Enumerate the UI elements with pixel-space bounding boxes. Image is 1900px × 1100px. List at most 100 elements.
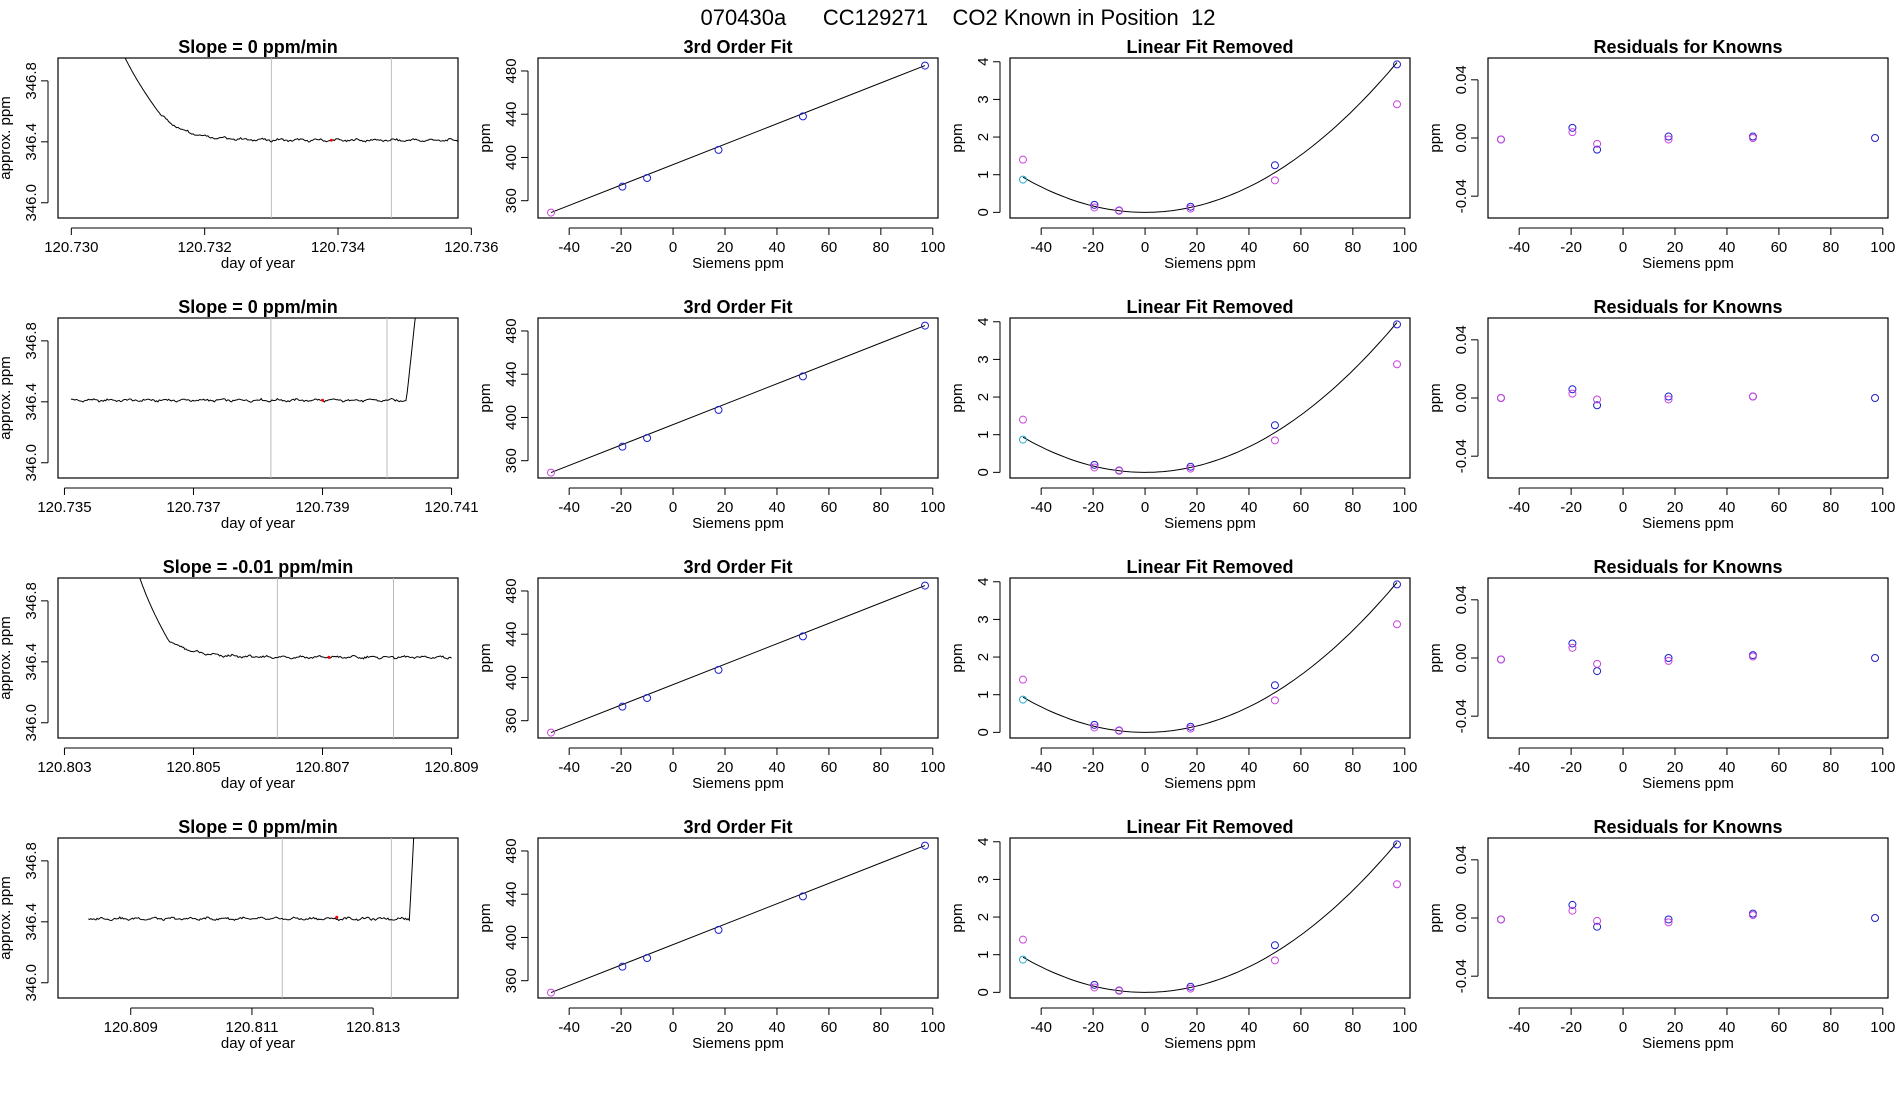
fit-y-tick-label: 440 — [503, 102, 520, 127]
residuals-x-tick-label: -20 — [1560, 759, 1582, 776]
fit-data-point — [714, 405, 723, 414]
linear-removed-plot-frame — [1009, 57, 1411, 219]
residuals-x-tick-label: 100 — [1870, 759, 1895, 776]
fit-line — [550, 65, 926, 214]
linear-removed-y-tick-label: 3 — [975, 355, 992, 363]
fit-x-tick-label: -40 — [558, 1019, 580, 1036]
fit-line — [550, 845, 926, 994]
fit-y-tick-label: 360 — [503, 188, 520, 213]
residuals-x-tick-label: 40 — [1719, 239, 1736, 256]
linear-removed-y-tick-label: 2 — [975, 393, 992, 401]
linear-removed-x-tick-label: -40 — [1030, 499, 1052, 516]
ppm-trace — [88, 838, 415, 922]
linear-removed-x-tick-label: 80 — [1345, 759, 1362, 776]
residual-data-point — [1090, 203, 1099, 212]
residual-data-point — [1115, 726, 1124, 735]
timeseries-title: Slope = -0.01 ppm/min — [163, 557, 354, 577]
residuals-y-tick-label: 0.04 — [1453, 585, 1470, 614]
known-residual-point — [1748, 911, 1757, 920]
linear-removed-x-tick-label: 80 — [1345, 239, 1362, 256]
linear-removed-x-tick-label: 0 — [1141, 1019, 1149, 1036]
known-residual-point — [1496, 394, 1505, 402]
known-residual-point — [1664, 654, 1673, 662]
known-residual-point — [1496, 655, 1505, 664]
known-residual-point — [1593, 401, 1602, 410]
residual-data-point — [1393, 360, 1402, 369]
linear-removed-x-tick-label: 60 — [1293, 1019, 1310, 1036]
sample-marker — [335, 915, 339, 919]
fit-data-point — [546, 208, 555, 217]
linear-removed-y-tick-label: 1 — [975, 431, 992, 439]
linear-removed-y-tick-label: 3 — [975, 615, 992, 623]
residuals-y-tick-label: -0.04 — [1453, 959, 1470, 993]
linear-removed-x-tick-label: 20 — [1189, 759, 1206, 776]
residuals-x-tick-label: 60 — [1771, 499, 1788, 516]
linear-removed-y-tick-label: 3 — [975, 95, 992, 103]
residuals-panel-row-4: Residuals for Knowns -40 -20 0 20 40 60 80 100 Si… — [1427, 817, 1895, 1052]
linear-removed-x-tick-label: 0 — [1141, 499, 1149, 516]
known-residual-point — [1568, 643, 1577, 652]
known-residual-point — [1496, 915, 1505, 924]
fit-line — [550, 325, 926, 474]
linear-removed-x-tick-label: 100 — [1392, 499, 1417, 516]
timeseries-y-axis-label: approx. ppm — [0, 616, 14, 699]
residuals-title: Residuals for Knowns — [1593, 297, 1782, 317]
residual-data-point — [1090, 720, 1099, 729]
residual-data-point — [1115, 206, 1124, 215]
linear-removed-y-axis-label: ppm — [949, 643, 966, 672]
residual-data-point — [1018, 435, 1027, 444]
residual-data-point — [1393, 620, 1402, 629]
timeseries-y-tick-label: 346.8 — [23, 582, 40, 620]
fit-x-tick-label: -20 — [610, 759, 632, 776]
timeseries-x-tick-label: 120.805 — [166, 759, 220, 776]
fit-x-axis-label: Siemens ppm — [692, 255, 784, 272]
fit-data-point — [798, 892, 807, 901]
known-residual-point — [1568, 639, 1577, 648]
residuals-y-axis-label: ppm — [1427, 123, 1444, 152]
fit-data-point — [798, 372, 807, 381]
timeseries-x-tick-label: 120.739 — [295, 499, 349, 516]
known-residual-point — [1664, 656, 1673, 665]
residuals-y-tick-label: -0.04 — [1453, 699, 1470, 733]
linear-removed-x-axis-label: Siemens ppm — [1164, 775, 1256, 792]
fit-x-axis-label: Siemens ppm — [692, 1035, 784, 1052]
fit-x-tick-label: 100 — [920, 759, 945, 776]
residuals-y-tick-label: -0.04 — [1453, 179, 1470, 213]
linear-removed-plot-frame — [1009, 837, 1411, 999]
known-residual-point — [1568, 128, 1577, 137]
fit-data-point — [618, 962, 627, 971]
residuals-x-axis-label: Siemens ppm — [1642, 1035, 1734, 1052]
fit-data-point — [618, 702, 627, 711]
fit-y-tick-label: 400 — [503, 925, 520, 950]
linear-removed-x-tick-label: 80 — [1345, 1019, 1362, 1036]
timeseries-y-tick-label: 346.4 — [23, 643, 40, 681]
residual-data-point — [1186, 724, 1195, 733]
residuals-x-tick-label: -40 — [1508, 499, 1530, 516]
known-residual-point — [1593, 922, 1602, 931]
residuals-x-axis-label: Siemens ppm — [1642, 255, 1734, 272]
linear-removed-y-tick-label: 3 — [975, 875, 992, 883]
fit-x-tick-label: 40 — [769, 759, 786, 776]
fit-y-tick-label: 360 — [503, 448, 520, 473]
known-residual-point — [1593, 667, 1602, 676]
residuals-plot-frame — [1487, 57, 1889, 219]
timeseries-x-tick-label: 120.803 — [37, 759, 91, 776]
linear-removed-title: Linear Fit Removed — [1126, 37, 1293, 57]
fit-y-axis-label: ppm — [477, 383, 494, 412]
fit-data-point — [714, 925, 723, 934]
residual-data-point — [1090, 463, 1099, 472]
fit-x-axis-label: Siemens ppm — [692, 515, 784, 532]
residual-data-point — [1018, 955, 1027, 964]
fit-plot-frame — [537, 57, 939, 219]
residuals-y-tick-label: 0.04 — [1453, 845, 1470, 874]
residuals-x-tick-label: -40 — [1508, 1019, 1530, 1036]
residuals-y-axis-label: ppm — [1427, 383, 1444, 412]
fit-data-point — [643, 954, 652, 962]
ppm-trace — [124, 58, 458, 143]
quadratic-curve — [1022, 842, 1398, 993]
timeseries-x-tick-label: 120.730 — [44, 239, 98, 256]
fit-x-tick-label: 60 — [821, 499, 838, 516]
linear-removed-x-tick-label: 40 — [1241, 239, 1258, 256]
linear-removed-title: Linear Fit Removed — [1126, 557, 1293, 577]
